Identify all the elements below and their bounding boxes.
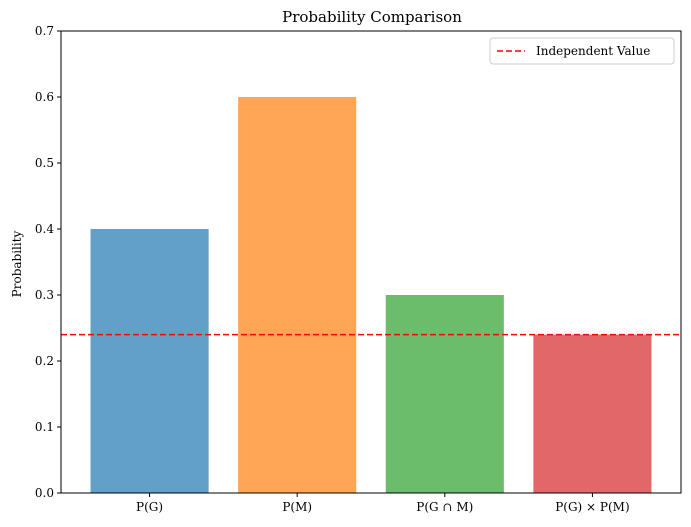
bar-1 bbox=[238, 97, 357, 493]
bars-group bbox=[90, 97, 652, 493]
y-axis-label: Probability bbox=[10, 230, 24, 297]
x-tick-label-0: P(G) bbox=[136, 500, 163, 514]
y-axis: 0.0 0.1 0.2 0.3 0.4 0.5 0.6 0.7 bbox=[35, 24, 61, 500]
y-tick-label-7: 0.7 bbox=[35, 24, 54, 38]
y-tick-label-5: 0.5 bbox=[35, 156, 54, 170]
y-tick-label-1: 0.1 bbox=[35, 420, 54, 434]
y-tick-label-6: 0.6 bbox=[35, 90, 54, 104]
plot-area-frame bbox=[60, 30, 682, 494]
legend-label: Independent Value bbox=[536, 44, 650, 58]
legend-box bbox=[489, 37, 675, 65]
x-axis: P(G) P(M) P(G ∩ M) P(G) × P(M) bbox=[136, 493, 630, 514]
bar-2 bbox=[385, 295, 504, 493]
chart-title: Probability Comparison bbox=[282, 8, 462, 26]
y-tick-label-4: 0.4 bbox=[35, 222, 54, 236]
y-tick-label-2: 0.2 bbox=[35, 354, 54, 368]
bar-0 bbox=[90, 229, 209, 493]
x-tick-label-1: P(M) bbox=[282, 500, 312, 514]
bar-3 bbox=[533, 334, 652, 493]
x-tick-label-3: P(G) × P(M) bbox=[555, 500, 629, 514]
y-tick-label-0: 0.0 bbox=[35, 486, 54, 500]
x-tick-label-2: P(G ∩ M) bbox=[416, 500, 473, 514]
legend: Independent Value bbox=[489, 37, 675, 65]
y-tick-label-3: 0.3 bbox=[35, 288, 54, 302]
